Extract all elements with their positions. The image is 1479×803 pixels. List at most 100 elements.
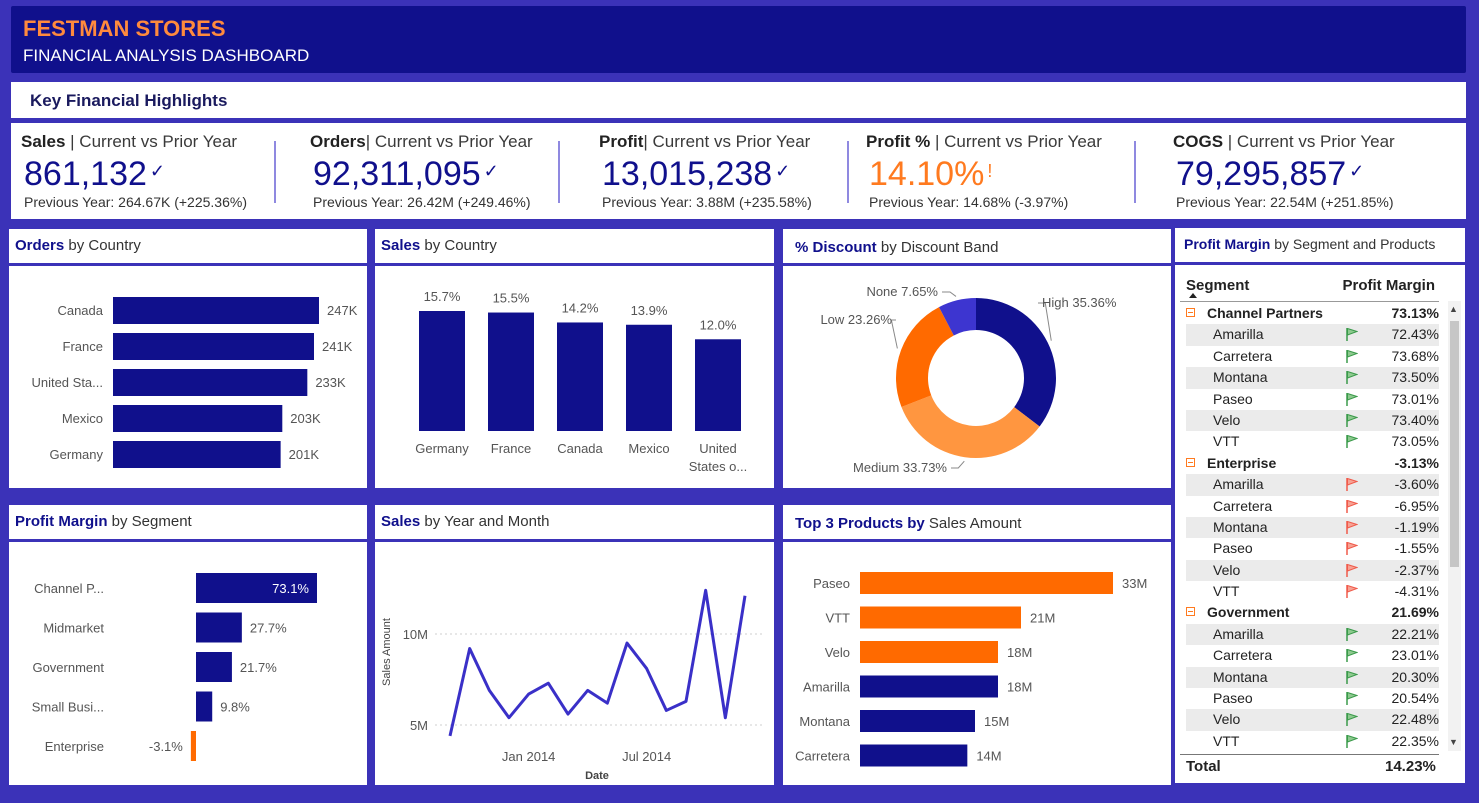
kpi-divider: [847, 141, 849, 203]
red-flag-icon: [1346, 542, 1358, 556]
table-row[interactable]: Paseo 20.54%: [1186, 688, 1439, 709]
column-header-profit-margin[interactable]: Profit Margin: [1342, 277, 1436, 294]
category-label: Canada: [557, 441, 603, 456]
bar[interactable]: [113, 369, 308, 396]
sales-by-country-chart[interactable]: 15.7% Germany 15.5% France 14.2% Canada 13.9% M…: [375, 266, 774, 488]
product-name: Carretera: [1213, 347, 1273, 364]
green-flag-icon: [1346, 713, 1358, 727]
data-label: -3.1%: [149, 739, 183, 754]
check-icon: ✓: [1349, 161, 1365, 181]
discount-donut-chart[interactable]: High 35.36% Medium 33.73% Low 23.26% None 7…: [783, 266, 1171, 488]
bar[interactable]: [860, 675, 998, 698]
collapse-icon[interactable]: [1186, 607, 1195, 617]
table-row[interactable]: Velo 73.40%: [1186, 409, 1439, 432]
profit-margin-table[interactable]: Segment Profit Margin Channel Partners 73…: [1175, 265, 1465, 783]
bar[interactable]: [113, 441, 281, 468]
donut-slice[interactable]: [901, 395, 1040, 458]
donut-slice[interactable]: [976, 298, 1056, 427]
table-row[interactable]: Amarilla 72.43%: [1186, 324, 1439, 346]
segment-name: Government: [1207, 604, 1290, 621]
table-row[interactable]: Montana 73.50%: [1186, 367, 1439, 389]
scroll-up-icon[interactable]: ▲: [1449, 304, 1458, 314]
product-value: 22.48%: [1391, 711, 1439, 728]
bar[interactable]: [488, 312, 534, 431]
table-row[interactable]: VTT -4.31%: [1186, 581, 1439, 602]
table-row[interactable]: Amarilla 22.21%: [1186, 623, 1439, 646]
top3-products-chart[interactable]: Paseo 33M VTT 21M Velo 18M Amarilla 18M Montana 1…: [783, 542, 1171, 785]
segment-name: Enterprise: [1207, 454, 1277, 471]
table-row[interactable]: Carretera 23.01%: [1186, 645, 1439, 666]
bar[interactable]: [113, 297, 319, 324]
bar[interactable]: [419, 311, 465, 431]
data-label: 241K: [322, 339, 353, 354]
table-segment-row[interactable]: Channel Partners 73.13%: [1186, 303, 1439, 324]
pm-segment-title-box: Profit Margin by Segment: [9, 505, 367, 539]
bar[interactable]: [695, 339, 741, 431]
scroll-thumb[interactable]: [1450, 321, 1459, 567]
sort-ascending-icon[interactable]: [1189, 293, 1197, 298]
bar[interactable]: [196, 652, 232, 682]
kpi-divider: [1134, 141, 1136, 203]
product-name: Paseo: [1213, 390, 1253, 407]
kpi-label: Sales | Current vs Prior Year: [21, 132, 238, 151]
bar[interactable]: [557, 322, 603, 431]
profit-margin-by-segment-chart[interactable]: Channel P... 73.1% Midmarket 27.7% Governmen…: [9, 542, 367, 785]
y-tick-label: 5M: [410, 718, 428, 733]
category-label: Amarilla: [803, 680, 851, 695]
panel-title: Profit Margin by Segment: [15, 513, 192, 530]
product-value: -6.95%: [1394, 497, 1439, 514]
table-row[interactable]: Paseo -1.55%: [1186, 538, 1439, 559]
kpi-label: COGS | Current vs Prior Year: [1173, 132, 1395, 151]
donut-slice[interactable]: [896, 307, 954, 408]
table-row[interactable]: Montana -1.19%: [1186, 516, 1439, 539]
product-name: Velo: [1213, 711, 1241, 728]
product-name: Amarilla: [1213, 625, 1264, 642]
bar[interactable]: [860, 641, 998, 663]
panel-title: Sales by Year and Month: [381, 513, 550, 530]
table-row[interactable]: Paseo 73.01%: [1186, 389, 1439, 410]
collapse-icon[interactable]: [1186, 308, 1195, 317]
table-segment-row[interactable]: Government 21.69%: [1186, 602, 1439, 623]
bar[interactable]: [196, 691, 213, 722]
bar[interactable]: [113, 333, 314, 360]
table-row[interactable]: Montana 20.30%: [1186, 666, 1439, 689]
table-scrollbar[interactable]: ▲ ▼: [1448, 301, 1461, 751]
bar[interactable]: [626, 324, 672, 431]
table-row[interactable]: Velo -2.37%: [1186, 559, 1439, 582]
table-row[interactable]: VTT 22.35%: [1186, 731, 1439, 752]
donut-slice[interactable]: [939, 298, 976, 336]
table-segment-row[interactable]: Enterprise -3.13%: [1186, 453, 1439, 474]
category-label: Channel P...: [34, 581, 104, 596]
data-label: 15.7%: [424, 289, 461, 304]
bar[interactable]: [860, 710, 975, 732]
green-flag-icon: [1346, 734, 1358, 748]
bar[interactable]: [196, 573, 317, 603]
collapse-icon[interactable]: [1186, 457, 1195, 467]
table-row[interactable]: Amarilla -3.60%: [1186, 474, 1439, 496]
table-row[interactable]: VTT 73.05%: [1186, 431, 1439, 452]
red-flag-icon: [1346, 585, 1358, 599]
product-value: 20.30%: [1391, 668, 1439, 685]
bar[interactable]: [196, 612, 242, 643]
column-header-segment[interactable]: Segment: [1186, 277, 1250, 294]
data-label: 13.9%: [631, 303, 668, 318]
sales-by-month-chart[interactable]: 5M 10M Jan 2014 Jul 2014 Date Sales Amount: [375, 542, 774, 785]
bar[interactable]: [113, 405, 283, 432]
data-label: 33M: [1122, 576, 1147, 591]
product-value: -1.19%: [1394, 518, 1439, 535]
scroll-down-icon[interactable]: ▼: [1449, 737, 1458, 747]
table-row[interactable]: Carretera -6.95%: [1186, 496, 1439, 517]
bar[interactable]: [860, 606, 1021, 629]
green-flag-icon: [1346, 328, 1358, 342]
green-flag-icon: [1346, 670, 1358, 684]
category-label: Canada: [57, 303, 103, 318]
kpi-value: 79,295,857 ✓: [1176, 155, 1365, 193]
orders-by-country-chart[interactable]: Canada 247K France 241K United Sta... 233K Mex…: [9, 266, 367, 488]
bar[interactable]: [860, 572, 1113, 594]
panel-title: Sales by Country: [381, 237, 497, 254]
bar[interactable]: [190, 731, 196, 761]
bar[interactable]: [860, 744, 968, 767]
table-row[interactable]: Carretera 73.68%: [1186, 346, 1439, 367]
panel-title: Profit Margin by Segment and Products: [1184, 236, 1436, 252]
table-row[interactable]: Velo 22.48%: [1186, 709, 1439, 731]
